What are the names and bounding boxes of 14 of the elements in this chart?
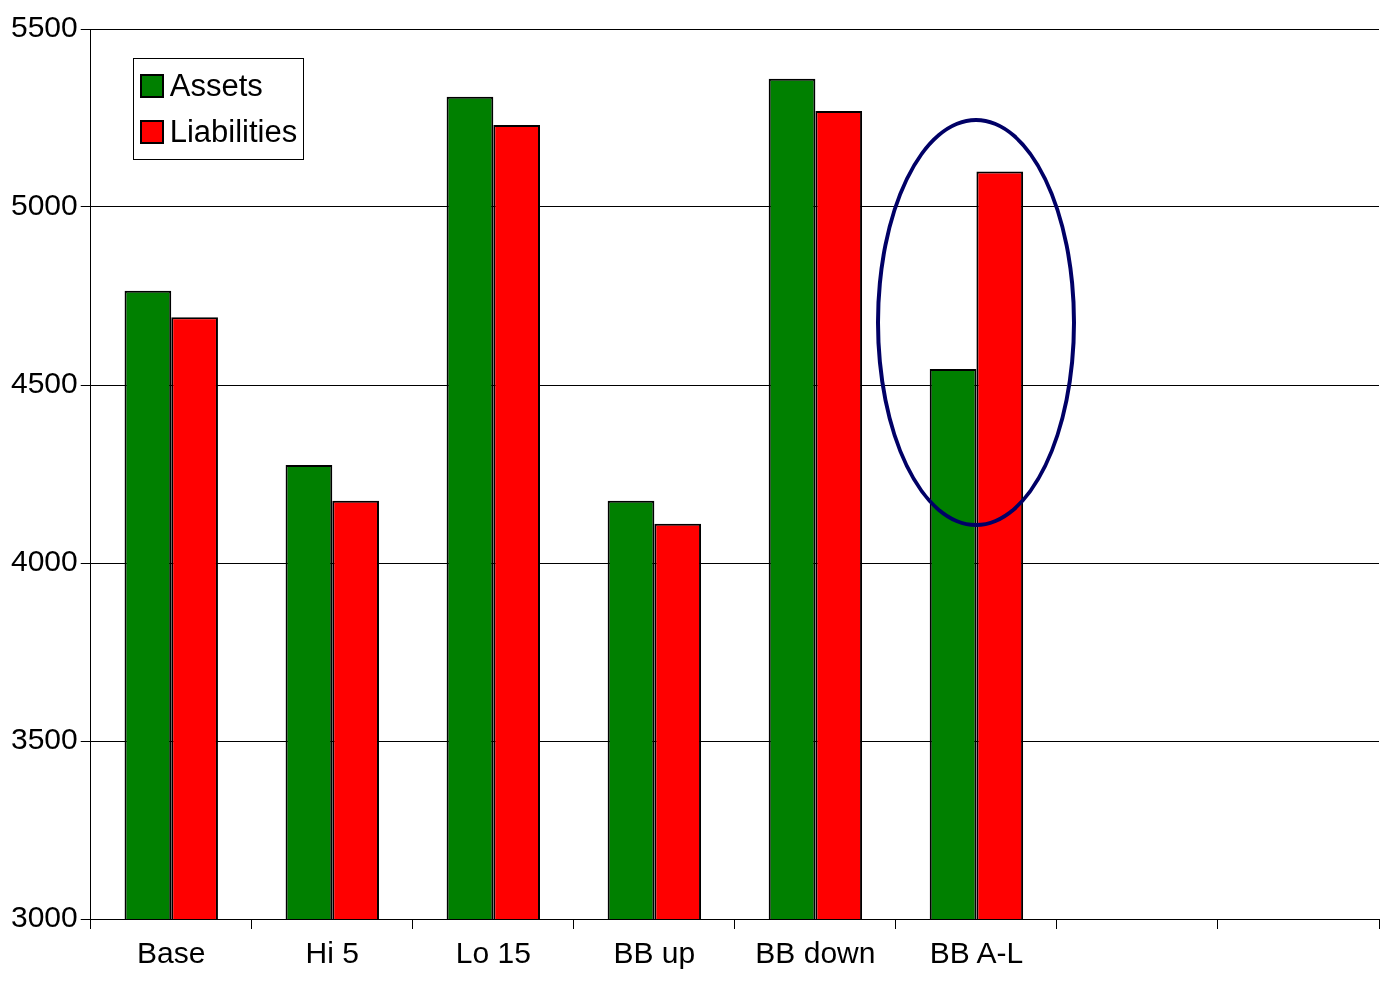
y-tick-label: 4000: [10, 544, 78, 578]
x-tick-label: BB down: [755, 936, 876, 970]
y-tick-label: 3000: [10, 900, 78, 934]
x-tick-label: BB up: [613, 936, 696, 970]
y-tick-label: 4500: [10, 366, 78, 400]
x-tick-label: Hi 5: [305, 936, 359, 970]
x-tick-label: Lo 15: [455, 936, 531, 970]
y-tick-label: 5500: [10, 10, 78, 44]
legend-label: Liabilities: [169, 113, 298, 151]
x-tick-label: Base: [137, 936, 206, 970]
y-tick-label: 3500: [10, 722, 78, 756]
y-tick-label: 5000: [10, 188, 78, 222]
x-tick-label: BB A-L: [929, 936, 1024, 970]
legend-label: Assets: [169, 67, 263, 105]
